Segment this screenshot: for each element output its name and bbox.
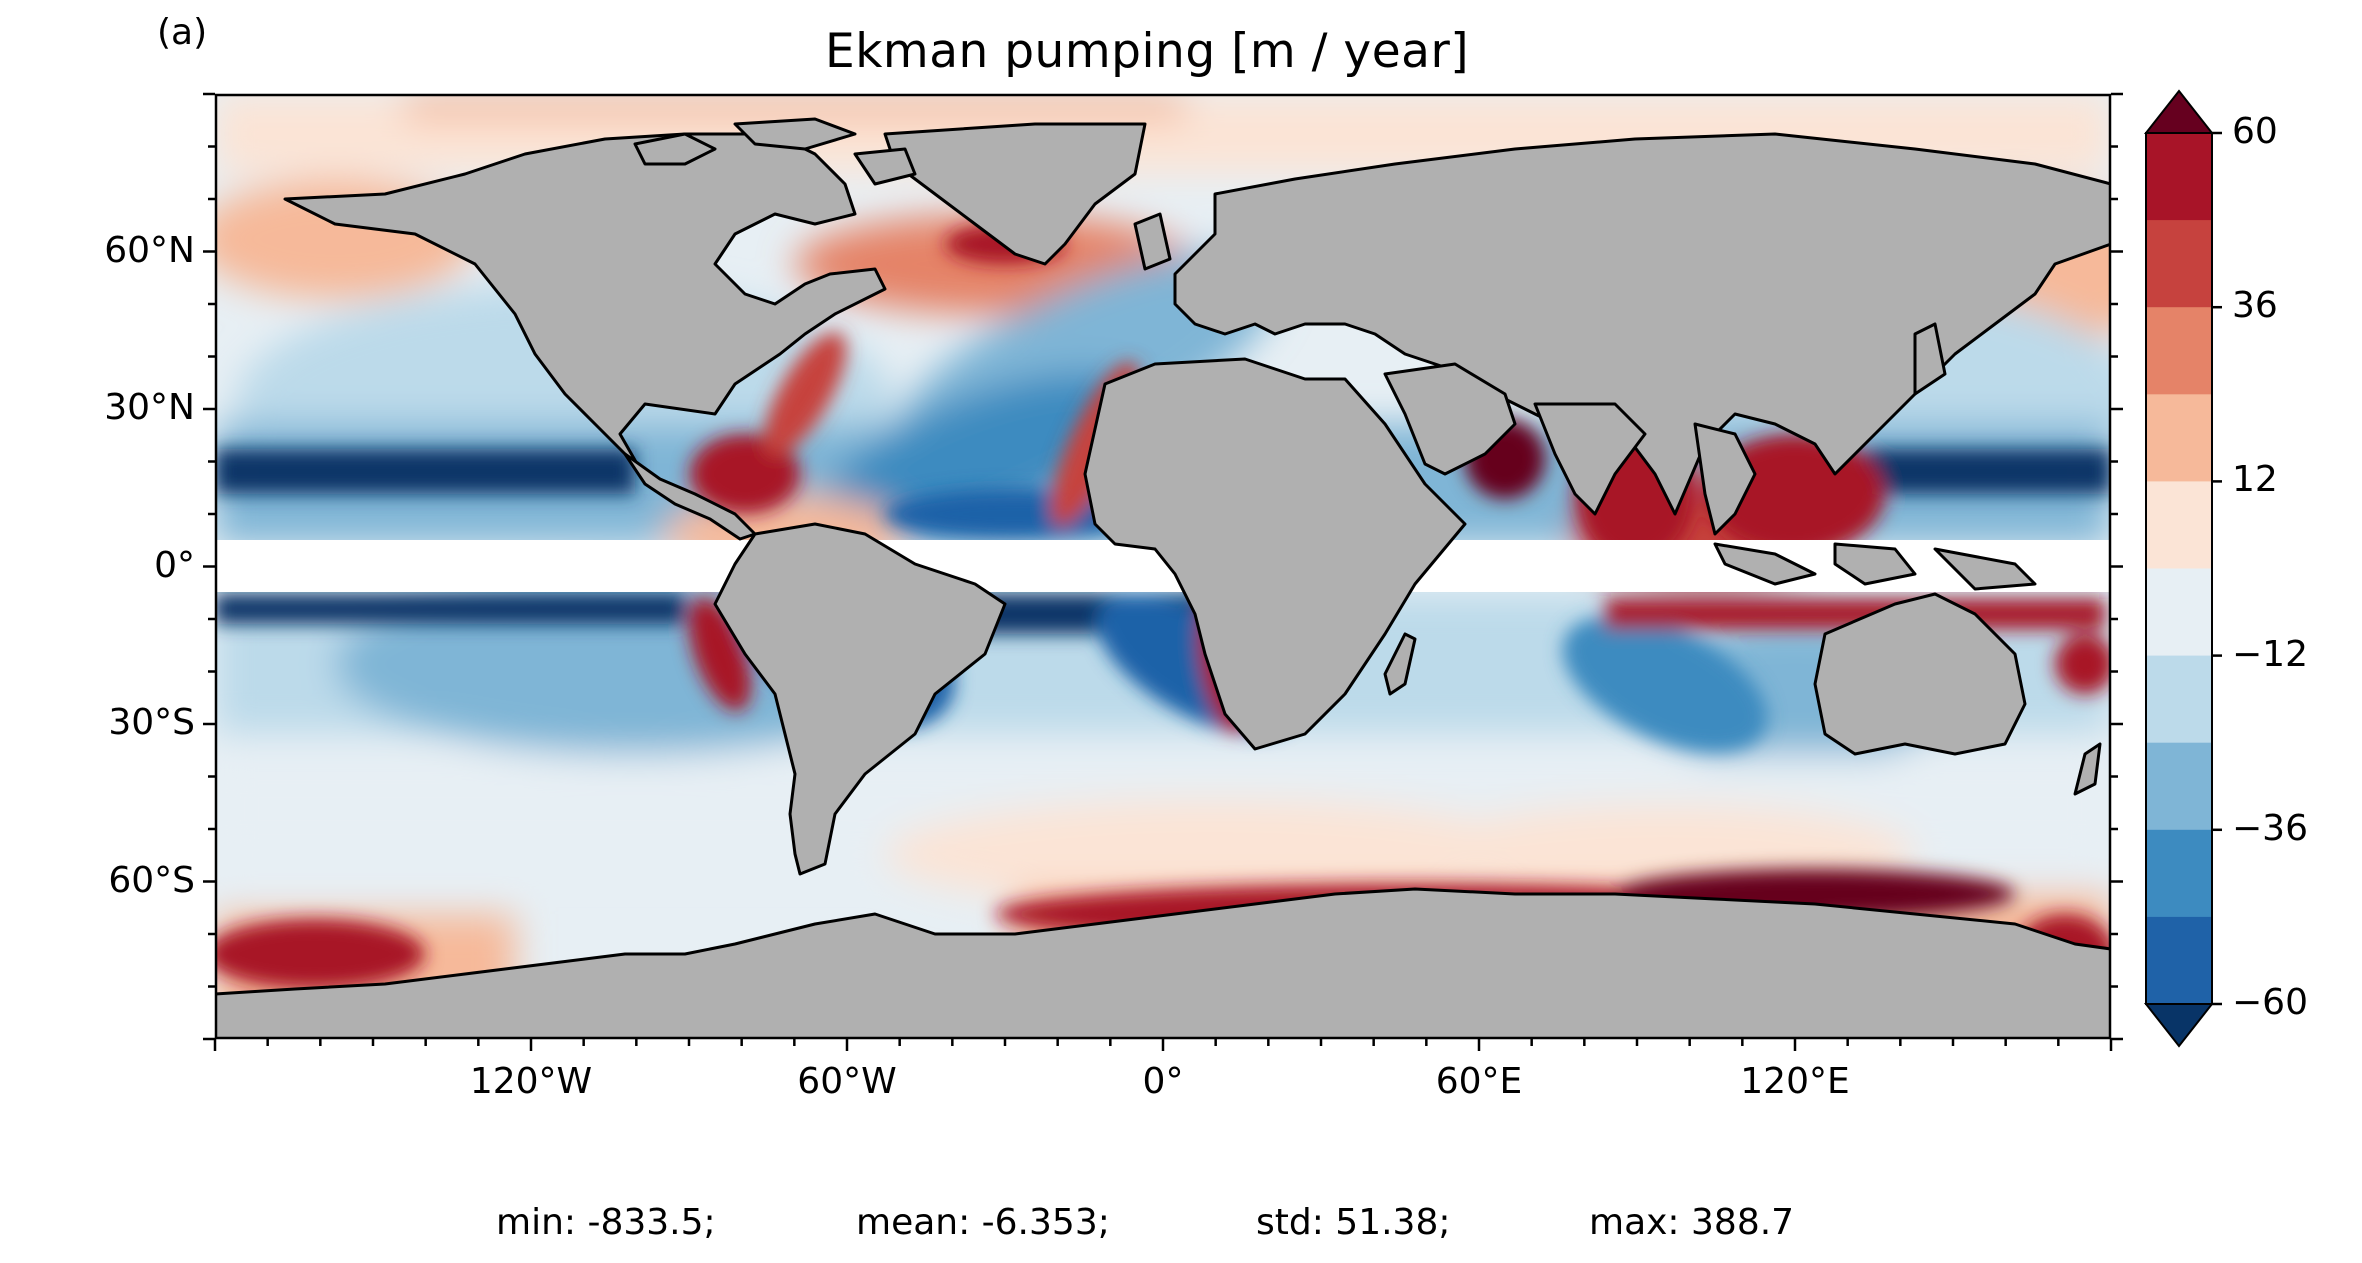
colorbar-tick-label: −36: [2232, 807, 2308, 849]
colorbar-bin: [2146, 742, 2212, 831]
land-japan: [1913, 322, 1947, 396]
colorbar: [2143, 89, 2222, 1048]
land-central-america: [623, 452, 757, 541]
colorbar-bin: [2146, 481, 2212, 569]
continents: [215, 117, 2111, 1039]
land-madagascar: [1383, 632, 1417, 696]
land-indonesia: [1713, 542, 2037, 591]
colorbar-bin: [2146, 655, 2212, 744]
map-ticks: [203, 92, 2123, 1051]
map-frame: [214, 93, 2112, 1040]
lon-tick-label: 60°W: [797, 1061, 897, 1102]
stats-line: min: -833.5; mean: -6.353; std: 51.38; max:…: [496, 1202, 1794, 1243]
colorbar-bin: [2146, 220, 2212, 308]
lon-tick-label: 0°: [1142, 1061, 1184, 1102]
colorbar-bin: [2146, 307, 2212, 395]
land-antarctica: [215, 887, 2111, 1039]
land-south-america: [713, 522, 1007, 876]
colorbar-frame: [2145, 132, 2213, 1005]
ekman-pumping-map: [203, 92, 2123, 1051]
colorbar-bin: [2146, 394, 2212, 482]
land-british-isles: [1133, 212, 1172, 271]
land-india: [1533, 402, 1647, 516]
lon-tick-label: 60°E: [1435, 1061, 1523, 1102]
lat-tick-label: 60°S: [108, 859, 195, 901]
land-indochina: [1693, 422, 1757, 536]
lat-tick-label: 30°S: [108, 702, 195, 743]
colorbar-bin: [2146, 568, 2212, 657]
colorbar-bin: [2146, 829, 2212, 918]
land-eurasia: [1173, 132, 2111, 516]
lat-tick-label: 0°: [154, 544, 195, 586]
stat-mean: mean: -6.353;: [856, 1202, 1110, 1243]
lon-tick-label: 120°E: [1740, 1061, 1850, 1102]
stat-std: std: 51.38;: [1256, 1202, 1451, 1243]
stat-max: max: 388.7: [1589, 1202, 1795, 1243]
land-arctic-islands: [633, 117, 917, 186]
land-new-zealand: [2073, 742, 2102, 796]
land-australia: [1813, 592, 2027, 756]
lat-tick-label: 60°N: [104, 229, 195, 271]
colorbar-tick-label: −60: [2232, 982, 2308, 1023]
land-arabia: [1383, 362, 1517, 476]
colorbar-tick-label: −12: [2232, 633, 2308, 675]
land-africa: [1083, 357, 1467, 751]
colorbar-extend-max: [2143, 89, 2215, 134]
lon-tick-label: 120°W: [469, 1061, 593, 1102]
map-title: Ekman pumping [m / year]: [825, 24, 1470, 79]
colorbar-tick-label: 60: [2232, 111, 2278, 152]
colorbar-tick-label: 36: [2232, 285, 2278, 327]
land-greenland: [883, 122, 1147, 266]
stat-min: min: -833.5;: [496, 1202, 716, 1243]
lat-tick-label: 30°N: [104, 387, 195, 428]
colorbar-tick-label: 12: [2232, 459, 2278, 501]
colorbar-bin: [2146, 133, 2212, 221]
colorbar-extend-min: [2143, 1003, 2215, 1048]
colorbar-bin: [2146, 916, 2212, 1005]
panel-label: (a): [157, 12, 208, 53]
